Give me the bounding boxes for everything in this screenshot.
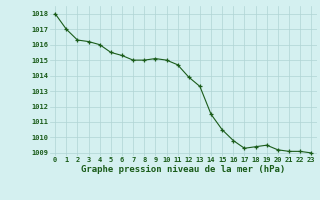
X-axis label: Graphe pression niveau de la mer (hPa): Graphe pression niveau de la mer (hPa)	[81, 165, 285, 174]
